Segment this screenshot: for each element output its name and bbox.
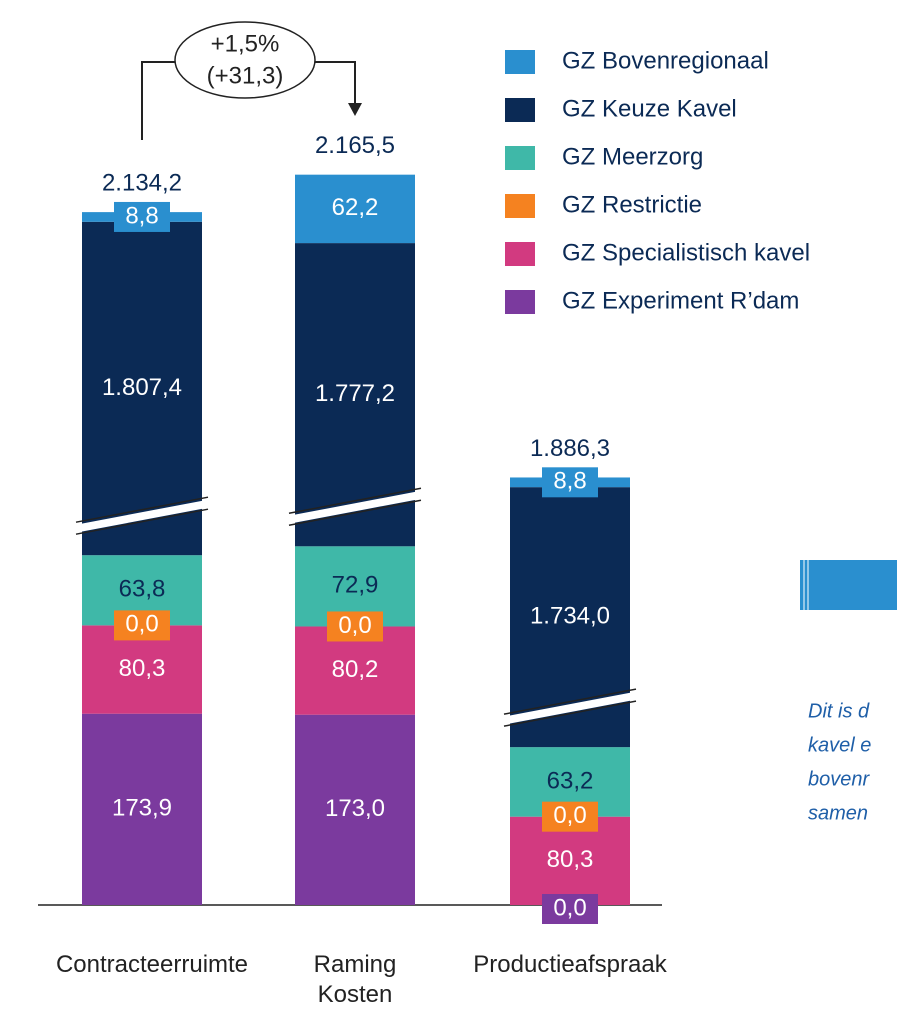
- x-tick-label: Contracteerruimte: [55, 951, 249, 978]
- total-label: 2.165,5: [315, 132, 395, 159]
- legend-label: GZ Meerzorg: [562, 143, 703, 170]
- axis-break: [75, 499, 209, 533]
- label-box: [542, 467, 598, 498]
- axis-break: [288, 490, 422, 524]
- axis-break: [503, 688, 637, 715]
- value-label: 0,0: [125, 611, 158, 638]
- bracket: [141, 61, 175, 140]
- value-label: 173,0: [325, 795, 385, 822]
- axis-break: [288, 487, 422, 515]
- legend-swatch: [505, 242, 535, 266]
- legend-swatch: [505, 146, 535, 170]
- bracket: [315, 61, 356, 105]
- axis-break: [75, 496, 209, 523]
- legend-label: GZ Experiment R’dam: [562, 287, 799, 314]
- legend-swatch: [505, 98, 535, 122]
- value-label: 0,0: [338, 612, 371, 639]
- label-box: [327, 611, 383, 642]
- legend-label: GZ Restrictie: [562, 191, 702, 218]
- label-box: [542, 801, 598, 832]
- value-label: 8,8: [125, 202, 158, 229]
- side-box: [800, 560, 897, 610]
- label-box: [542, 894, 598, 924]
- legend-label: GZ Keuze Kavel: [562, 95, 737, 122]
- value-label: 1.777,2: [315, 380, 395, 407]
- value-label: 1.807,4: [102, 374, 182, 401]
- legend-swatch: [505, 194, 535, 218]
- label-box: [114, 610, 170, 641]
- axis-break: [503, 700, 637, 727]
- value-label: 173,9: [112, 795, 172, 822]
- bar-segment: [295, 174, 415, 244]
- label-box: [114, 201, 170, 232]
- value-label: 63,2: [547, 767, 594, 794]
- axis-break: [288, 499, 422, 527]
- x-tick-label: Raming Kosten: [313, 951, 397, 1008]
- annotation-bubble: [174, 21, 316, 99]
- legend-swatch: [505, 290, 535, 314]
- value-label: 0,0: [553, 802, 586, 829]
- annotation: +1,5%: [211, 30, 280, 57]
- x-tick-label: Productieafspraak: [473, 951, 667, 978]
- bar-segment: [82, 221, 202, 556]
- value-label: 72,9: [332, 572, 379, 599]
- legend-swatch: [505, 50, 535, 74]
- annotation: (+31,3): [207, 62, 284, 89]
- side-note: bovenr: [808, 768, 870, 790]
- value-label: 8,8: [553, 468, 586, 495]
- total-label: 2.134,2: [102, 169, 182, 196]
- side-note: samen: [808, 802, 868, 824]
- bar-segment: [295, 714, 415, 905]
- legend-label: GZ Bovenregionaal: [562, 47, 769, 74]
- axis-break: [503, 691, 637, 725]
- axis-break: [75, 508, 209, 535]
- value-label: 62,2: [332, 194, 379, 221]
- arrow-head: [348, 103, 362, 116]
- side-note: kavel e: [808, 734, 871, 756]
- legend-label: GZ Specialistisch kavel: [562, 239, 810, 266]
- total-label: 1.886,3: [530, 435, 610, 462]
- value-label: 63,8: [119, 576, 166, 603]
- value-label: 1.734,0: [530, 602, 610, 629]
- side-note: Dit is d: [808, 700, 870, 722]
- value-label: 80,2: [332, 656, 379, 683]
- value-label: 80,3: [119, 655, 166, 682]
- value-label: 80,3: [547, 846, 594, 873]
- value-label: 0,0: [553, 894, 586, 921]
- bar-segment: [82, 713, 202, 905]
